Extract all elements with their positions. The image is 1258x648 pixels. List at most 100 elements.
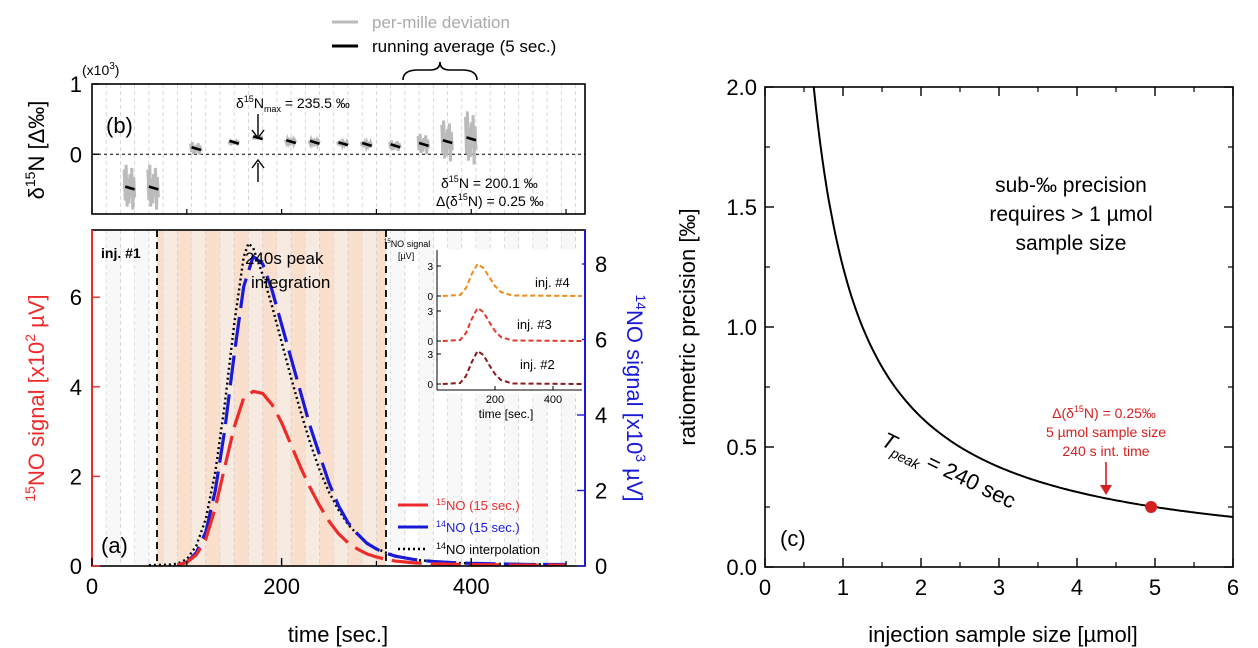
panel-c-xlabel: injection sample size [µmol] bbox=[868, 622, 1137, 647]
ann-mean: δ15N = 200.1 ‰ bbox=[441, 174, 538, 191]
inset-y-tick-label: 0 bbox=[427, 292, 433, 303]
inset-xlabel: time [sec.] bbox=[479, 407, 534, 421]
inset-ylabel-unit: [µV] bbox=[398, 251, 414, 261]
panel-b-label: (b) bbox=[106, 113, 133, 138]
inset-label-3: inj. #3 bbox=[517, 317, 552, 332]
y-right-tick-label: 8 bbox=[595, 252, 607, 277]
b-y-tick-label: 1 bbox=[70, 72, 82, 97]
running-average-segment bbox=[390, 143, 401, 149]
y-right-tick-label: 4 bbox=[595, 403, 607, 428]
panel-c-text-1: sub-‰ precision bbox=[995, 174, 1147, 197]
grid-stripe bbox=[163, 230, 178, 566]
running-average-segment bbox=[361, 141, 373, 148]
x-tick-label: 400 bbox=[453, 574, 490, 599]
panel-a: 0 200 400 0 2 4 6 0 2 4 6 8 inj. #1 240s peak integ… bbox=[22, 229, 649, 647]
inset-x-tick-label: 200 bbox=[486, 394, 504, 406]
inj1-label: inj. #1 bbox=[101, 245, 141, 261]
grid-stripe bbox=[333, 230, 348, 566]
c-x-tick-label: 1 bbox=[837, 575, 849, 600]
y-left-tick-label: 2 bbox=[70, 464, 82, 489]
inset-series bbox=[442, 262, 583, 297]
b-y-tick-label: 0 bbox=[70, 142, 82, 167]
grid-stripe bbox=[419, 230, 434, 566]
inset-y-tick-label: 0 bbox=[427, 380, 433, 391]
inset: 0 3 0 3 0 3 200 400 15NO signal [µV] time [sec.… bbox=[384, 239, 583, 421]
top-legend: per-mille deviation running average (5 s… bbox=[332, 13, 556, 81]
precision-curve bbox=[812, 87, 1233, 518]
inset-y-tick-label: 3 bbox=[427, 350, 433, 361]
inset-label-4: inj. #4 bbox=[535, 275, 570, 290]
series-14no bbox=[176, 253, 566, 566]
c-y-tick-label: 2.0 bbox=[726, 75, 757, 100]
inset-y-tick-label: 3 bbox=[427, 262, 433, 273]
inset-ylabel: 15NO signal bbox=[384, 239, 430, 249]
panel-c-label: (c) bbox=[780, 526, 806, 551]
grid-stripe bbox=[134, 230, 149, 566]
panel-c-text-2: requires > 1 µmol bbox=[989, 203, 1152, 226]
panel-c-text-3: sample size bbox=[1016, 232, 1127, 255]
c-x-tick-label: 4 bbox=[1071, 575, 1083, 600]
grid-stripe bbox=[390, 230, 405, 566]
x-tick-label: 0 bbox=[86, 574, 98, 599]
panel-b-ylabel: δ15N [Δ‰] bbox=[22, 101, 49, 200]
running-average-segment bbox=[418, 141, 429, 148]
running-average-segment bbox=[442, 138, 453, 145]
y-right-tick-label: 0 bbox=[595, 554, 607, 579]
running-average-segment bbox=[191, 145, 202, 152]
running-average-segment bbox=[148, 185, 159, 191]
c-y-tick-label: 1.5 bbox=[726, 195, 757, 220]
panel-a-xlabel: time [sec.] bbox=[288, 622, 388, 647]
legend-no14: 14NO (15 sec.) bbox=[436, 519, 520, 535]
panel-c-ann-3: 240 s int. time bbox=[1062, 443, 1149, 459]
x-tick-label: 200 bbox=[263, 574, 300, 599]
panel-a-ylabel-right: 14NO signal [x103 µV] bbox=[622, 294, 649, 501]
c-y-tick-label: 1.0 bbox=[726, 315, 757, 340]
c-x-tick-label: 6 bbox=[1227, 575, 1239, 600]
panel-a-legend: 15NO (15 sec.) 14NO (15 sec.) 14NO inter… bbox=[398, 497, 540, 557]
inset-y-tick-label: 0 bbox=[427, 337, 433, 348]
grid-stripe bbox=[219, 230, 235, 566]
inset-x-tick-label: 400 bbox=[544, 394, 562, 406]
y-left-tick-label: 0 bbox=[70, 554, 82, 579]
panel-c: 0 1 2 3 4 5 6 0.0 0.5 1.0 1.5 2.0 (c) injection sam… bbox=[675, 75, 1239, 647]
grid-stripe bbox=[191, 230, 206, 566]
inset-label-2: inj. #2 bbox=[520, 357, 555, 372]
y-left-tick-label: 6 bbox=[70, 285, 82, 310]
panel-b-multiplier: (x103) bbox=[82, 61, 119, 78]
ann-max: δ15Nmax = 235.5 ‰ bbox=[236, 94, 350, 114]
peak-label-1: 240s peak bbox=[245, 249, 324, 268]
ann-max-arrows bbox=[251, 114, 265, 182]
panel-c-ann-1: Δ(δ15N) = 0.25‰ bbox=[1052, 404, 1156, 421]
grid-stripe bbox=[362, 230, 377, 566]
grid-stripe bbox=[305, 230, 320, 566]
peak-label-2: integration bbox=[251, 273, 330, 292]
panel-a-ylabel-left: 15NO signal [x102 µV] bbox=[22, 294, 49, 501]
panel-a-label: (a) bbox=[101, 533, 128, 558]
brace bbox=[402, 61, 478, 81]
grid-stripe bbox=[248, 230, 263, 566]
ann-delta: Δ(δ15N) = 0.25 ‰ bbox=[436, 192, 544, 209]
running-average-segment bbox=[338, 141, 349, 147]
grid-stripe bbox=[276, 230, 292, 566]
y-right-tick-label: 6 bbox=[595, 327, 607, 352]
y-right-tick-label: 2 bbox=[595, 478, 607, 503]
panel-c-ann-2: 5 µmol sample size bbox=[1046, 424, 1166, 440]
running-average-segment bbox=[309, 139, 320, 145]
legend-no15: 15NO (15 sec.) bbox=[436, 497, 520, 513]
panel-c-ylabel: ratiometric precision [‰] bbox=[675, 208, 700, 445]
legend-running: running average (5 sec.) bbox=[372, 37, 556, 56]
inset-y-tick-label: 3 bbox=[427, 307, 433, 318]
c-y-tick-label: 0.5 bbox=[726, 435, 757, 460]
panel-b: 1 0 (b) (x103) δ15N [Δ‰] δ15Nmax = 235.5 … bbox=[22, 61, 586, 215]
marker-point bbox=[1145, 501, 1158, 513]
running-average-segment bbox=[124, 185, 136, 191]
legend-interp: 14NO interpolation bbox=[436, 541, 540, 557]
c-x-tick-label: 2 bbox=[915, 575, 927, 600]
c-x-tick-label: 0 bbox=[759, 575, 771, 600]
legend-deviation: per-mille deviation bbox=[372, 13, 510, 32]
curve-label: Tpeak = 240 sec bbox=[876, 427, 1020, 517]
y-left-tick-label: 4 bbox=[70, 375, 82, 400]
c-x-tick-label: 3 bbox=[993, 575, 1005, 600]
c-x-tick-label: 5 bbox=[1149, 575, 1161, 600]
